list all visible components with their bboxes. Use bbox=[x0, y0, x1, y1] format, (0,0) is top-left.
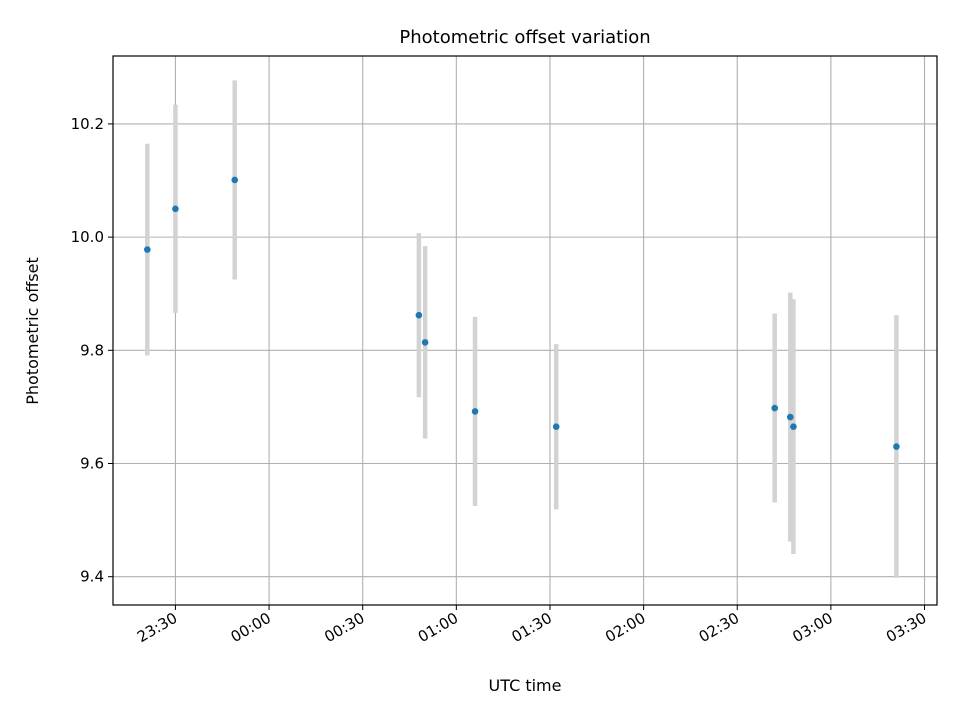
data-point bbox=[421, 339, 429, 346]
y-tick-label: 9.4 bbox=[80, 568, 104, 586]
data-point bbox=[790, 423, 797, 431]
data-point bbox=[552, 423, 560, 431]
chart-title: Photometric offset variation bbox=[399, 27, 650, 48]
y-tick-label: 10.0 bbox=[71, 228, 104, 246]
data-points bbox=[144, 176, 900, 450]
grid-lines bbox=[113, 56, 937, 605]
data-point bbox=[231, 176, 239, 184]
data-point bbox=[144, 246, 151, 253]
data-point bbox=[471, 408, 479, 415]
data-point bbox=[787, 413, 794, 421]
data-point bbox=[771, 404, 778, 412]
plot-frame bbox=[112, 55, 938, 606]
data-point bbox=[172, 205, 179, 213]
y-axis-label: Photometric offset bbox=[23, 257, 42, 405]
y-tick-label: 9.6 bbox=[80, 455, 104, 473]
y-tick-label: 9.8 bbox=[80, 341, 104, 359]
y-tick-label: 10.2 bbox=[71, 115, 104, 133]
y-axis-ticks: 9.4 9.6 9.8 10.0 10.2 bbox=[71, 115, 113, 586]
data-point bbox=[415, 311, 423, 319]
data-point bbox=[893, 443, 900, 450]
x-axis-label: UTC time bbox=[489, 676, 562, 695]
